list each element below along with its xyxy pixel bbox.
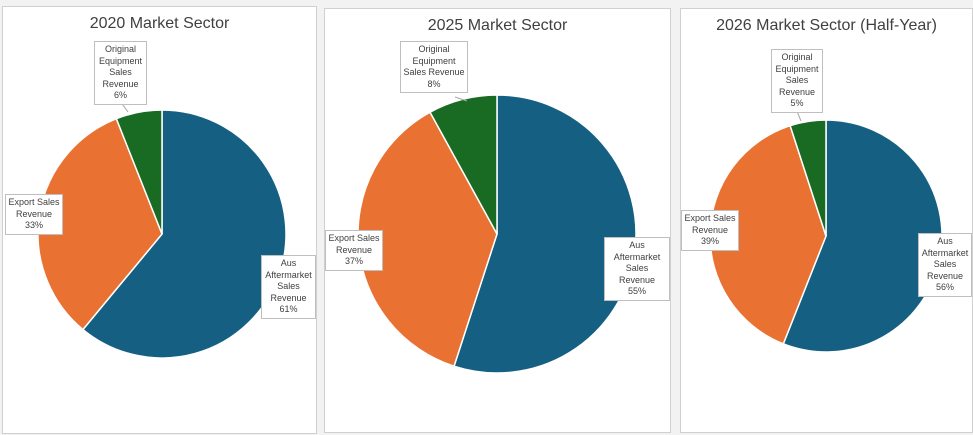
slice-label: Original Equipment Sales Revenue	[775, 52, 819, 97]
chart-panel-2020: 2020 Market Sector Original Equipment Sa…	[2, 6, 317, 434]
data-label-aus-aftermarket: Aus Aftermarket Sales Revenue 61%	[261, 255, 316, 319]
slice-percent: 5%	[790, 98, 804, 108]
slice-percent: 6%	[113, 90, 127, 100]
slice-label: Original Equipment Sales Revenue	[98, 44, 143, 89]
pie-chart-2026	[709, 108, 943, 353]
chart-panel-2026: 2026 Market Sector (Half-Year) Original …	[680, 8, 973, 433]
slice-percent: 61%	[279, 304, 298, 314]
slice-label: Original Equipment Sales Revenue	[403, 44, 465, 77]
data-label-export-sales: Export Sales Revenue 39%	[681, 210, 739, 251]
slice-label: Export Sales Revenue	[328, 233, 380, 255]
slice-percent: 37%	[344, 256, 363, 266]
slice-percent: 8%	[427, 78, 441, 89]
slice-percent: 33%	[24, 220, 43, 230]
data-label-original-equipment: Original Equipment Sales Revenue 8%	[400, 41, 468, 93]
data-label-original-equipment: Original Equipment Sales Revenue 5%	[771, 49, 823, 113]
slice-label: Aus Aftermarket Sales Revenue	[265, 258, 312, 303]
chart-title: 2026 Market Sector (Half-Year)	[716, 17, 937, 34]
pie-slice-original-equipment	[789, 119, 827, 237]
pie-chart-2025	[357, 94, 637, 374]
slice-percent: 55%	[627, 286, 646, 296]
slice-label: Export Sales Revenue	[8, 197, 60, 219]
data-label-aus-aftermarket: Aus Aftermarket Sales Revenue 55%	[604, 237, 670, 301]
leader-line-original-equipment	[454, 96, 468, 102]
chart-title: 2020 Market Sector	[89, 15, 230, 32]
pie-chart-2020	[37, 100, 287, 359]
data-label-export-sales: Export Sales Revenue 37%	[325, 230, 383, 271]
data-label-original-equipment: Original Equipment Sales Revenue 6%	[94, 41, 147, 105]
chart-title: 2025 Market Sector	[427, 17, 568, 34]
slice-label: Export Sales Revenue	[684, 213, 736, 235]
data-label-aus-aftermarket: Aus Aftermarket Sales Revenue 56%	[918, 233, 972, 297]
slice-label: Aus Aftermarket Sales Revenue	[921, 236, 969, 281]
slice-label: Aus Aftermarket Sales Revenue	[613, 240, 661, 285]
slice-percent: 56%	[935, 282, 954, 292]
pie-slice-original-equipment	[115, 109, 163, 235]
slice-percent: 39%	[700, 236, 719, 246]
chart-panel-2025: 2025 Market Sector Original Equipment Sa…	[324, 8, 671, 433]
data-label-export-sales: Export Sales Revenue 33%	[5, 194, 63, 235]
